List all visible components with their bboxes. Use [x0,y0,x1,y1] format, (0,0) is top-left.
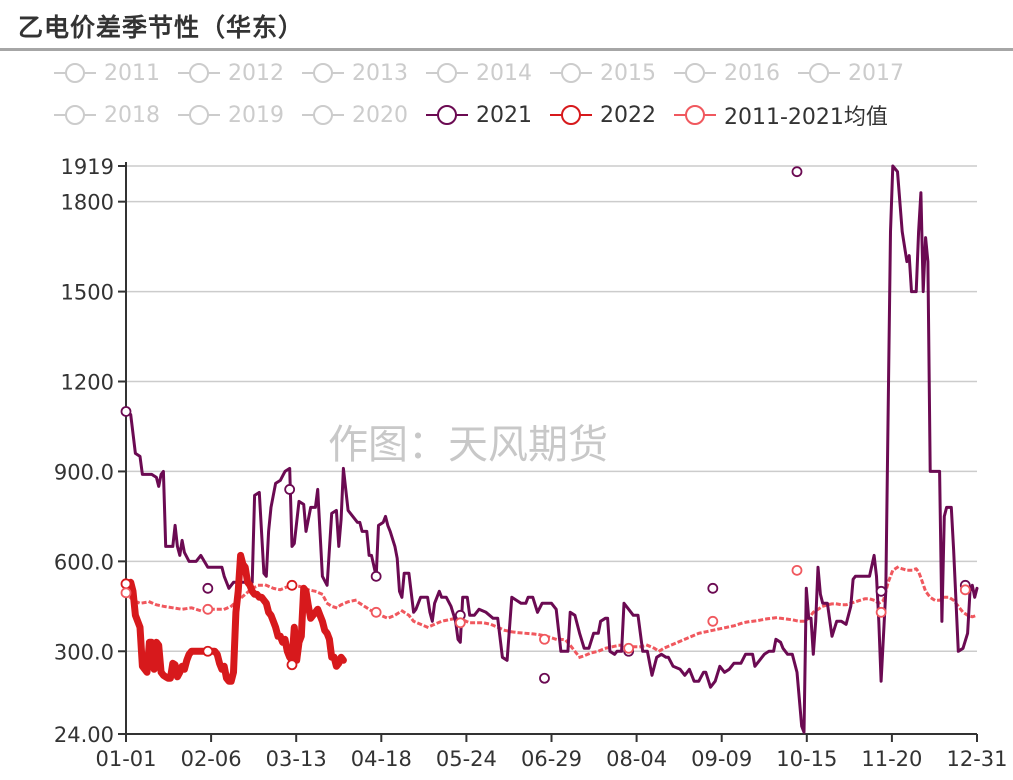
x-tick-label: 02-06 [181,747,242,771]
legend-label: 2018 [104,102,160,128]
x-tick-label: 09-09 [691,747,752,771]
data-point-marker [623,642,635,654]
data-point-marker [959,584,971,596]
data-point-marker [539,672,550,684]
x-tick-label: 03-13 [266,747,327,771]
legend-item-2011-2021均值[interactable]: 2011-2021均值 [672,100,888,130]
legend-label: 2011-2021均值 [724,105,888,130]
legend-line-circle-icon [52,104,98,126]
legend-label: 2012 [228,60,284,86]
data-point-marker [202,645,214,657]
data-point-marker [370,570,382,582]
y-axis: 24.00 300.0 600.0 900.0 1200 1500 1800 1919 [54,155,127,747]
x-tick-label: 04-18 [351,747,412,771]
legend-item-2019[interactable]: 2019 [176,100,284,130]
legend-label: 2017 [848,60,904,86]
x-tick-label: 06-29 [521,747,582,771]
y-tick-label: 1919 [61,155,114,179]
legend-line-circle-icon [548,62,594,84]
legend-line-circle-icon [424,62,470,84]
legend-label: 2022 [600,102,656,128]
legend-item-2014[interactable]: 2014 [424,58,532,88]
legend-label: 2015 [600,60,656,86]
data-point-marker [370,606,382,618]
data-point-marker [791,166,803,178]
legend-line-circle-icon [796,62,842,84]
title-divider [0,48,1013,51]
x-tick-label: 12-31 [946,747,1007,771]
x-tick-label: 08-04 [606,747,667,771]
data-point-marker [875,606,887,618]
legend-row-2: 2018 2019 2020 2021 2022 2011-2021均值 [52,100,904,130]
data-point-marker [707,582,719,594]
data-point-marker [286,659,298,671]
data-point-marker [120,578,132,590]
data-point-marker [707,615,719,627]
legend-label: 2016 [724,60,780,86]
data-point-marker [120,406,132,417]
series-layer [122,164,979,734]
legend-line-circle-icon [548,104,594,126]
legend-item-2021[interactable]: 2021 [424,100,532,130]
x-tick-label: 05-24 [436,747,497,771]
legend-line-circle-icon [672,62,718,84]
legend-line-circle-icon [672,104,718,126]
legend-label: 2014 [476,60,532,86]
data-point-marker [539,633,550,645]
y-tick-label: 1200 [61,371,114,395]
x-tick-label: 10-15 [776,747,837,771]
series-line-2022 [122,551,347,685]
data-point-marker [202,603,214,615]
y-tick-label: 300.0 [54,640,114,664]
legend-label: 2020 [352,102,408,128]
series-markers [120,166,971,684]
legend-label: 2019 [228,102,284,128]
x-tick-label: 01-01 [95,747,156,771]
data-point-marker [875,585,887,597]
y-tick-label: 900.0 [54,460,114,484]
legend-item-2011[interactable]: 2011 [52,58,160,88]
legend-line-circle-icon [424,104,470,126]
data-point-marker [454,617,466,629]
legend-line-circle-icon [52,62,98,84]
x-axis: 01-01 02-06 03-13 04-18 05-24 06-29 08-04 09-09… [95,733,1008,771]
legend-label: 2011 [104,60,160,86]
legend-item-2022[interactable]: 2022 [548,100,656,130]
y-tick-label: 1800 [61,191,114,215]
data-point-marker [120,587,132,599]
data-point-marker [284,484,296,495]
legend-item-2013[interactable]: 2013 [300,58,408,88]
x-tick-label: 11-20 [861,747,922,771]
legend-item-2017[interactable]: 2017 [796,58,904,88]
y-tick-label: 600.0 [54,550,114,574]
data-point-marker [286,579,298,591]
watermark: 作图：天风期货 [328,422,608,468]
legend-label: 2013 [352,60,408,86]
legend-item-2020[interactable]: 2020 [300,100,408,130]
legend-item-2016[interactable]: 2016 [672,58,780,88]
legend-line-circle-icon [300,104,346,126]
legend-line-circle-icon [176,104,222,126]
y-tick-label: 1500 [61,281,114,305]
y-tick-label: 24.00 [54,723,114,747]
legend-line-circle-icon [176,62,222,84]
legend-item-2012[interactable]: 2012 [176,58,284,88]
legend-line-circle-icon [300,62,346,84]
legend-item-2018[interactable]: 2018 [52,100,160,130]
legend-label: 2021 [476,102,532,128]
chart-title: 乙电价差季节性（华东） [18,13,305,42]
data-point-marker [202,582,214,594]
legend-row-1: 2011 2012 2013 2014 2015 2016 2017 [52,58,920,88]
data-point-marker [791,564,803,576]
series-line-2021 [124,164,979,734]
legend-item-2015[interactable]: 2015 [548,58,656,88]
